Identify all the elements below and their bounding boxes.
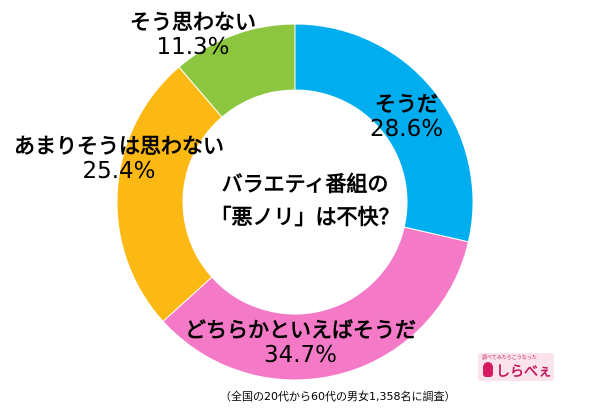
- survey-footnote: （全国の20代から60代の男女1,358名に調査）: [220, 390, 456, 403]
- slice-percent: 34.7%: [263, 342, 338, 369]
- slice-percent: 25.4%: [82, 158, 156, 185]
- logo-brand: しらべぇ: [496, 364, 552, 380]
- donut-slice-3: [178, 23, 296, 118]
- slice-name: そう思わない: [130, 10, 256, 34]
- chart-title: バラエティ番組の 「悪ノリ」は不快？: [205, 168, 405, 233]
- slice-name: どちらかといえばそうだ: [185, 318, 416, 342]
- chart-title-line-1: バラエティ番組の: [221, 172, 389, 196]
- donut-slice-1: [162, 226, 470, 381]
- chart-title-line-2: 「悪ノリ」は不快？: [210, 204, 400, 229]
- slice-label-sou-da: そうだ 28.6%: [370, 92, 443, 143]
- slice-label-dochiraka: どちらかといえばそうだ 34.7%: [185, 318, 416, 369]
- slice-percent: 28.6%: [370, 116, 444, 143]
- logo-tagline: 調べてみたらこうなった: [482, 355, 537, 361]
- slice-percent: 11.3%: [156, 34, 230, 61]
- donut-slice-2: [116, 66, 223, 323]
- slice-name: あまりそうは思わない: [14, 134, 224, 158]
- slice-label-sou-omowanai: そう思わない 11.3%: [130, 10, 256, 61]
- logo-mark-icon: [483, 362, 493, 377]
- donut-slice-0: [294, 23, 474, 243]
- slice-name: そうだ: [375, 92, 439, 116]
- slice-label-amari: あまりそうは思わない 25.4%: [14, 134, 224, 185]
- shirabee-logo: 調べてみたらこうなった しらべぇ: [478, 353, 554, 381]
